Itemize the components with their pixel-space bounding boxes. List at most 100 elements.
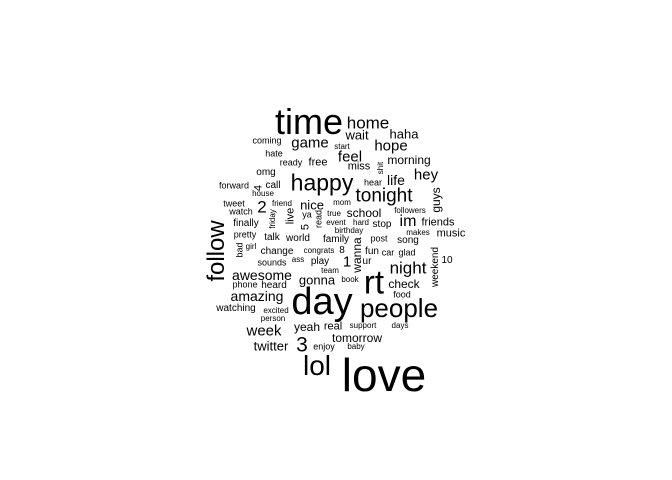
word-followers: followers [394, 206, 426, 215]
word-car: car [381, 247, 395, 258]
word-weekend: weekend [430, 246, 441, 288]
word-song: song [397, 235, 419, 246]
word-1: 1 [342, 253, 352, 271]
word-talk: talk [264, 232, 280, 243]
word-support: support [349, 321, 377, 330]
word-family: family [322, 234, 350, 245]
word-love: love [341, 349, 427, 401]
word-wanna: wanna [350, 237, 364, 273]
word-hey: hey [413, 166, 439, 184]
word-house: house [252, 189, 274, 198]
word-music: music [436, 227, 466, 240]
word-lol: lol [302, 350, 332, 381]
word-guys: guys [429, 187, 443, 213]
word-people: people [359, 293, 439, 323]
word-tomorrow: tomorrow [331, 331, 383, 345]
word-fun: fun [365, 246, 379, 257]
word-day: day [291, 281, 353, 323]
word-birthday: birthday [334, 226, 364, 235]
word-congrats: congrats [303, 246, 335, 255]
word-forward: forward [218, 180, 250, 191]
word-excited: excited [263, 306, 289, 315]
word-watch: watch [229, 206, 253, 217]
word-days: days [391, 321, 409, 330]
word-watching: watching [216, 303, 256, 314]
word-coming: coming [252, 135, 282, 146]
word-glad: glad [398, 247, 416, 258]
word-baby: baby [347, 342, 365, 351]
word-true: true [327, 209, 341, 218]
word-play: play [310, 256, 330, 267]
word-miss: miss [347, 160, 371, 173]
word-change: change [260, 246, 294, 257]
word-twitter: twitter [253, 338, 289, 354]
word-enjoy: enjoy [313, 341, 335, 352]
word-person: person [260, 314, 286, 323]
word-ass: ass [291, 255, 305, 264]
word-call: call [265, 180, 281, 191]
word-feel: feel [337, 148, 363, 166]
word-hate: hate [265, 148, 283, 159]
word-world: world [286, 233, 310, 244]
word-shit: shit [376, 161, 385, 175]
word-wait: wait [345, 127, 369, 143]
word-food: food [393, 289, 411, 300]
word-post: post [370, 233, 388, 244]
word-awesome: awesome [232, 267, 292, 283]
word-nice: nice [300, 197, 324, 213]
word-yeah: yeah [293, 320, 321, 334]
word-ready: ready [279, 157, 303, 168]
word-heard: heard [261, 280, 287, 291]
word-free: free [308, 156, 328, 169]
word-hear: hear [363, 177, 383, 188]
word-2: 2 [257, 197, 267, 217]
word-bad: bad [234, 242, 245, 258]
word-home: home [346, 113, 390, 133]
word-ur: ur [362, 256, 372, 267]
word-read: read [313, 209, 324, 229]
word-tweet: tweet [223, 198, 245, 209]
word-phone: phone [232, 279, 258, 290]
word-mom: mom [333, 198, 351, 207]
word-event: event [326, 218, 346, 227]
word-ya: ya [302, 209, 312, 220]
word-happy: happy [290, 169, 354, 196]
word-10: 10 [441, 255, 453, 266]
word-school: school [346, 206, 382, 220]
word-real: real [323, 320, 343, 333]
word-live: live [284, 207, 297, 225]
word-follow: follow [203, 220, 230, 282]
word-gonna: gonna [298, 272, 336, 288]
word-life: life [387, 172, 405, 188]
word-stop: stop [372, 219, 392, 230]
word-hard: hard [352, 218, 370, 227]
word-rt: rt [363, 263, 385, 301]
word-friend: friend [271, 199, 293, 208]
word-time: time [274, 101, 344, 142]
word-omg: omg [256, 167, 276, 178]
word-tonight: tonight [355, 185, 413, 207]
word-start: start [334, 142, 350, 151]
word-makes: makes [406, 228, 430, 237]
word-haha: haha [389, 126, 419, 142]
word-hope: hope [374, 137, 408, 155]
word-team: team [321, 266, 339, 275]
word-sounds: sounds [257, 257, 287, 268]
word-game: game [291, 134, 329, 152]
word-girl: girl [245, 242, 257, 251]
word-friday: friday [268, 209, 277, 229]
word-im: im [399, 213, 417, 230]
word-3: 3 [296, 333, 308, 357]
word-check: check [388, 277, 420, 291]
word-friends: friends [421, 216, 455, 229]
word-night: night [389, 258, 427, 278]
word-5: 5 [299, 223, 312, 231]
word-finally: finally [233, 218, 259, 229]
word-pretty: pretty [233, 229, 257, 240]
word-week: week [246, 322, 282, 340]
word-8: 8 [339, 245, 345, 256]
word-book: book [341, 275, 359, 284]
word-amazing: amazing [230, 288, 284, 304]
word-morning: morning [387, 153, 431, 167]
